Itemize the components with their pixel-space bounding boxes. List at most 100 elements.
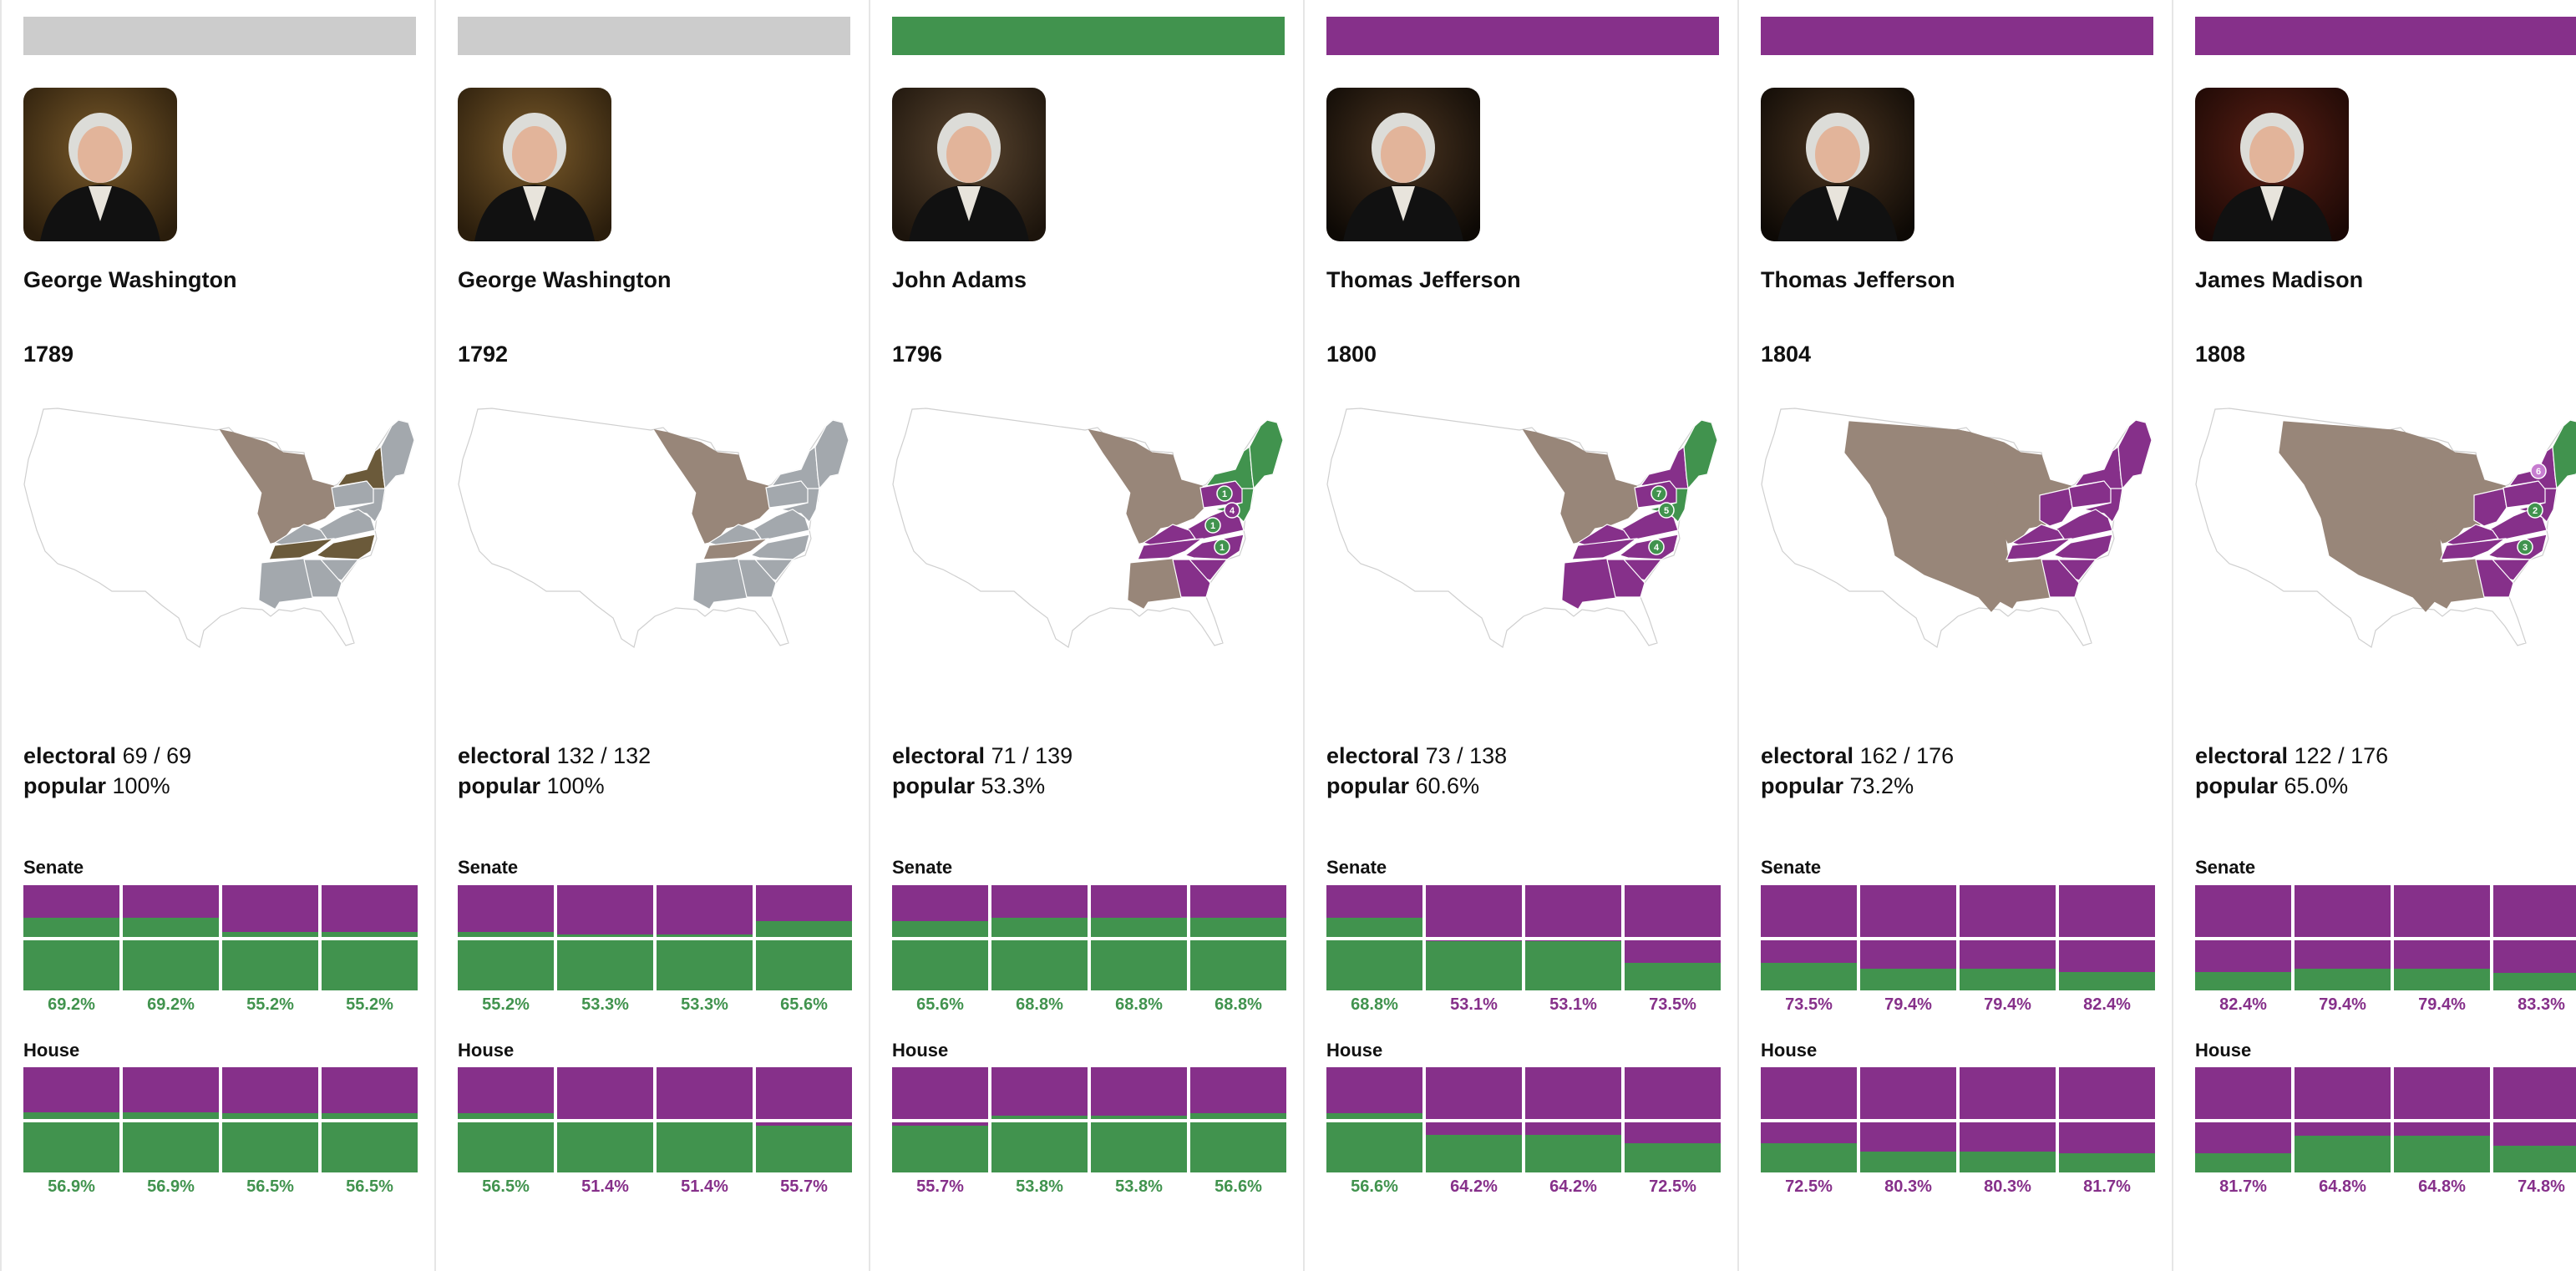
house-bar[interactable] — [557, 1067, 653, 1172]
house-bar[interactable] — [458, 1067, 554, 1172]
senate-bar[interactable] — [657, 885, 753, 990]
map-region-ga[interactable] — [2041, 559, 2080, 598]
majority-line — [1625, 937, 1721, 940]
popular-vote: popular 53.3% — [892, 773, 1045, 799]
senate-bar[interactable] — [991, 885, 1088, 990]
house-bar[interactable] — [2493, 1067, 2576, 1172]
map-region-tn[interactable] — [1571, 538, 1639, 560]
house-bar[interactable] — [892, 1067, 988, 1172]
majority-line — [123, 1119, 219, 1122]
senate-bar[interactable] — [2059, 885, 2155, 990]
map-region-tn[interactable] — [1137, 538, 1204, 560]
senate-bar[interactable] — [2295, 885, 2391, 990]
map-region-ne[interactable] — [2552, 419, 2576, 490]
senate-bar[interactable] — [1960, 885, 2056, 990]
map-region-nwt[interactable] — [653, 429, 770, 544]
house-bar[interactable] — [23, 1067, 119, 1172]
election-card-1804[interactable]: Thomas Jefferson 1804 electoral 162 / 17… — [1737, 0, 2172, 1271]
election-card-1789[interactable]: George Washington 1789 electoral 69 / 69… — [0, 0, 434, 1271]
map-region-tn[interactable] — [2440, 538, 2508, 560]
map-region-ga[interactable] — [738, 559, 777, 598]
senate-bar[interactable] — [557, 885, 653, 990]
senate-bar[interactable] — [1761, 885, 1857, 990]
senate-bar[interactable] — [1860, 885, 1956, 990]
senate-bar[interactable] — [2493, 885, 2576, 990]
majority-line — [2493, 937, 2576, 940]
senate-bar[interactable] — [2195, 885, 2291, 990]
senate-bar[interactable] — [123, 885, 219, 990]
house-bar[interactable] — [2195, 1067, 2291, 1172]
house-bar[interactable] — [2059, 1067, 2155, 1172]
map-region-tn[interactable] — [2006, 538, 2073, 560]
map-region-ne[interactable] — [814, 419, 849, 490]
president-name: James Madison — [2195, 267, 2364, 292]
house-percent: 51.4% — [681, 1177, 728, 1196]
map-region-nwt[interactable] — [1088, 429, 1204, 544]
electoral-map — [16, 392, 434, 651]
green-share-fill — [892, 1126, 988, 1172]
senate-bar[interactable] — [222, 885, 318, 990]
house-bar[interactable] — [1426, 1067, 1522, 1172]
house-percent: 64.2% — [1450, 1177, 1498, 1196]
majority-line — [23, 1119, 119, 1122]
senate-bar[interactable] — [322, 885, 418, 990]
senate-percentages: 68.8% 53.1% 53.1% 73.5% — [1326, 995, 1721, 1015]
senate-bar[interactable] — [756, 885, 852, 990]
senate-bar[interactable] — [23, 885, 119, 990]
majority-line — [991, 937, 1088, 940]
electoral-split-badge: 7 — [1651, 485, 1667, 502]
map-region-ga[interactable] — [1172, 559, 1211, 598]
senate-percent: 65.6% — [916, 995, 964, 1014]
map-region-ne[interactable] — [380, 419, 415, 490]
house-bar[interactable] — [1091, 1067, 1187, 1172]
majority-line — [1091, 937, 1187, 940]
house-percent: 53.8% — [1115, 1177, 1163, 1196]
house-bar[interactable] — [1190, 1067, 1286, 1172]
green-share-fill — [756, 1126, 852, 1172]
senate-bar[interactable] — [1326, 885, 1422, 990]
map-region-ne[interactable] — [1249, 419, 1284, 490]
map-region-ga[interactable] — [2475, 559, 2514, 598]
senate-bar[interactable] — [458, 885, 554, 990]
map-region-tn[interactable] — [268, 538, 336, 560]
senate-bar[interactable] — [1091, 885, 1187, 990]
map-region-nc[interactable] — [2052, 534, 2113, 560]
house-bar[interactable] — [657, 1067, 753, 1172]
house-bar[interactable] — [991, 1067, 1088, 1172]
senate-percentages: 82.4% 79.4% 79.4% 83.3% — [2195, 995, 2576, 1015]
house-bar[interactable] — [1960, 1067, 2056, 1172]
map-region-nwt[interactable] — [1522, 429, 1639, 544]
house-label: House — [458, 1040, 515, 1061]
badge-label: 5 — [1664, 506, 1669, 516]
house-bar[interactable] — [123, 1067, 219, 1172]
map-region-nc[interactable] — [749, 534, 810, 560]
house-bar[interactable] — [1525, 1067, 1621, 1172]
map-region-ga[interactable] — [303, 559, 342, 598]
map-region-tn[interactable] — [702, 538, 770, 560]
map-region-nc[interactable] — [315, 534, 376, 560]
house-bar[interactable] — [2394, 1067, 2490, 1172]
map-region-ne[interactable] — [2117, 419, 2153, 490]
map-region-nwt[interactable] — [219, 429, 336, 544]
election-card-1792[interactable]: George Washington 1792 electoral 132 / 1… — [434, 0, 869, 1271]
house-bar[interactable] — [1761, 1067, 1857, 1172]
senate-bar[interactable] — [892, 885, 988, 990]
house-bar[interactable] — [1326, 1067, 1422, 1172]
senate-bar[interactable] — [1426, 885, 1522, 990]
house-bar[interactable] — [1860, 1067, 1956, 1172]
map-region-ne[interactable] — [1683, 419, 1718, 490]
house-bar[interactable] — [222, 1067, 318, 1172]
senate-bar[interactable] — [1190, 885, 1286, 990]
house-bar[interactable] — [2295, 1067, 2391, 1172]
senate-bar[interactable] — [1625, 885, 1721, 990]
election-card-1808[interactable]: James Madison 1808 6 2 3 electoral 122 / 1… — [2172, 0, 2576, 1271]
house-bar[interactable] — [322, 1067, 418, 1172]
senate-bar[interactable] — [2394, 885, 2490, 990]
map-region-ga[interactable] — [1606, 559, 1645, 598]
senate-bar[interactable] — [1525, 885, 1621, 990]
house-bar[interactable] — [756, 1067, 852, 1172]
house-bar[interactable] — [1625, 1067, 1721, 1172]
